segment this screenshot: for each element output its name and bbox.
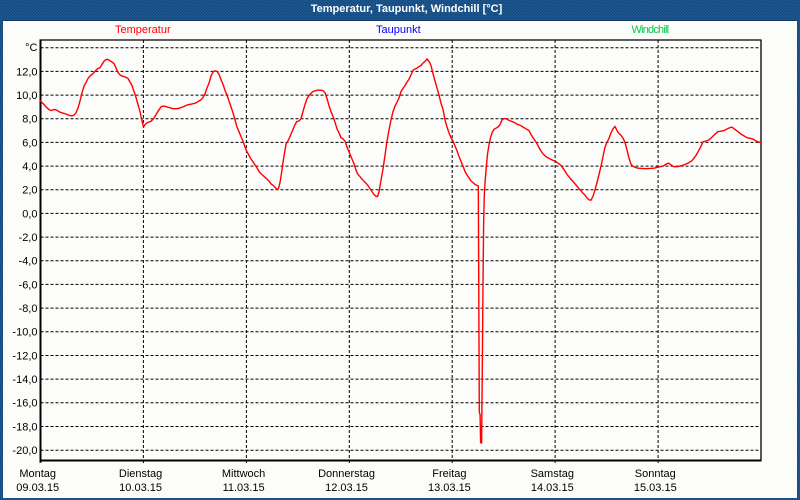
svg-text:-20,0: -20,0 — [12, 445, 37, 457]
svg-text:-16,0: -16,0 — [12, 398, 37, 410]
svg-text:12,0: 12,0 — [16, 66, 37, 78]
svg-text:15.03.15: 15.03.15 — [634, 482, 677, 494]
svg-text:4,0: 4,0 — [22, 161, 37, 173]
svg-text:°C: °C — [25, 42, 37, 54]
svg-text:8,0: 8,0 — [22, 114, 37, 126]
svg-text:-4,0: -4,0 — [19, 256, 38, 268]
svg-text:Mittwoch: Mittwoch — [222, 468, 265, 480]
svg-text:10,0: 10,0 — [16, 90, 37, 102]
svg-text:14.03.15: 14.03.15 — [531, 482, 574, 494]
svg-text:11.03.15: 11.03.15 — [223, 482, 265, 494]
svg-text:-18,0: -18,0 — [12, 421, 37, 433]
svg-text:-14,0: -14,0 — [12, 374, 37, 386]
svg-text:Samstag: Samstag — [531, 468, 574, 480]
svg-text:6,0: 6,0 — [22, 137, 37, 149]
svg-text:Dienstag: Dienstag — [119, 468, 162, 480]
svg-text:2,0: 2,0 — [22, 185, 37, 197]
svg-text:-10,0: -10,0 — [12, 327, 37, 339]
svg-text:Donnerstag: Donnerstag — [318, 468, 375, 480]
svg-text:-8,0: -8,0 — [19, 303, 38, 315]
svg-text:Sonntag: Sonntag — [635, 468, 676, 480]
svg-text:-12,0: -12,0 — [12, 350, 37, 362]
svg-text:-2,0: -2,0 — [19, 232, 38, 244]
svg-text:Montag: Montag — [19, 468, 56, 480]
svg-text:12.03.15: 12.03.15 — [325, 482, 368, 494]
svg-text:-6,0: -6,0 — [19, 279, 38, 291]
svg-text:0,0: 0,0 — [22, 208, 37, 220]
svg-text:10.03.15: 10.03.15 — [119, 482, 162, 494]
svg-text:Freitag: Freitag — [432, 468, 466, 480]
svg-text:13.03.15: 13.03.15 — [428, 482, 471, 494]
svg-text:09.03.15: 09.03.15 — [16, 482, 59, 494]
